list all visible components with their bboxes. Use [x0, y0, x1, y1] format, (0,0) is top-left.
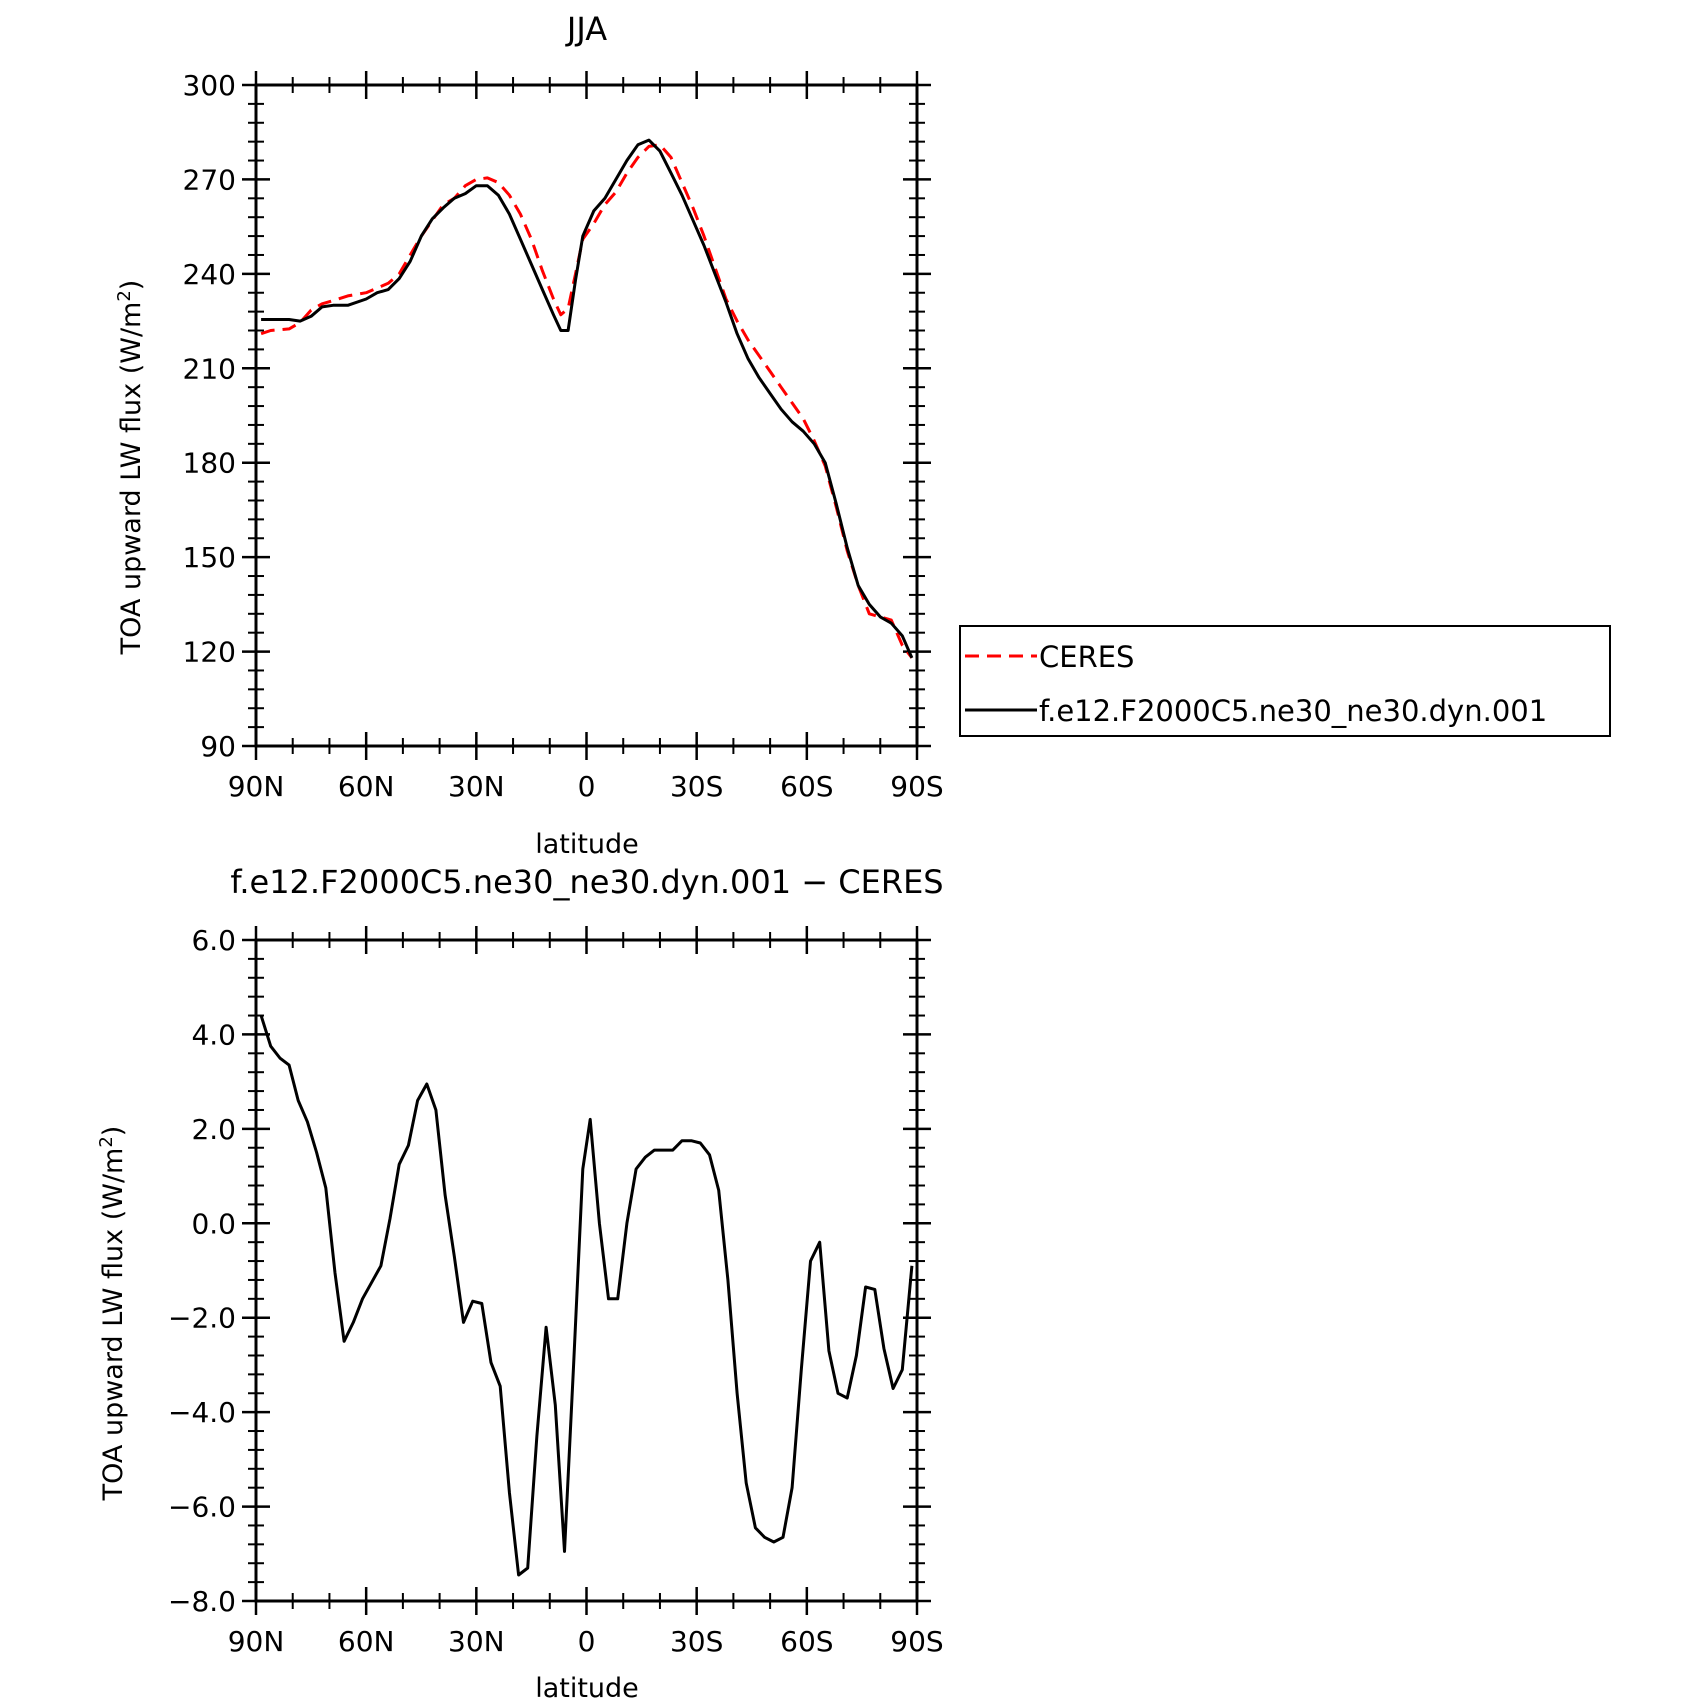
- top-y-tick-label: 150: [183, 541, 236, 574]
- bottom-x-tick-labels: 90N 60N 30N 0 30S 60S 90S: [228, 1625, 944, 1658]
- top-y-tick-label: 210: [183, 352, 236, 385]
- bottom-x-tick-label: 30S: [670, 1625, 723, 1658]
- bottom-panel: f.e12.F2000C5.ne30_ne30.dyn.001 − CERES …: [96, 863, 944, 1703]
- top-plot-frame: [254, 83, 919, 748]
- top-y-tick-label: 120: [183, 636, 236, 669]
- bottom-y-tick-label: −8.0: [168, 1585, 236, 1618]
- bottom-y-tick-label: 0.0: [191, 1207, 236, 1240]
- bottom-y-axis-title: TOA upward LW flux (W/m2): [96, 1126, 129, 1502]
- legend-ceres-label: CERES: [1039, 640, 1134, 674]
- top-x-tick-label: 0: [578, 770, 596, 803]
- top-y-tick-label: 240: [183, 258, 236, 291]
- bottom-y-tick-label: −6.0: [168, 1491, 236, 1524]
- top-y-tick-label: 270: [183, 163, 236, 196]
- bottom-y-axis-title-close: ): [98, 1126, 129, 1137]
- top-y-axis-title-close: ): [116, 280, 147, 291]
- bottom-y-tick-label: 6.0: [191, 924, 236, 957]
- top-plot-lines: [260, 138, 914, 659]
- top-x-tick-label: 30S: [670, 770, 723, 803]
- bottom-x-tick-label: 0: [578, 1625, 596, 1658]
- legend-model-label: f.e12.F2000C5.ne30_ne30.dyn.001: [1039, 694, 1547, 728]
- top-y-tick-label: 300: [183, 69, 236, 102]
- bottom-series-line-difference: [259, 1015, 914, 1577]
- legend: CERES f.e12.F2000C5.ne30_ne30.dyn.001: [959, 625, 1611, 737]
- top-x-tick-labels: 90N 60N 30N 0 30S 60S 90S: [228, 770, 944, 803]
- bottom-plot-frame: [254, 938, 919, 1603]
- top-plot-title: JJA: [565, 10, 607, 48]
- top-series-line-ceres: [260, 143, 914, 659]
- top-x-tick-label: 60S: [780, 770, 833, 803]
- top-x-axis-title: latitude: [535, 829, 639, 860]
- top-y-tick-label: 90: [200, 730, 236, 763]
- bottom-x-tick-label: 90N: [228, 1625, 285, 1658]
- bottom-x-tick-label: 60S: [780, 1625, 833, 1658]
- bottom-y-tick-labels: −8.0 −6.0 −4.0 −2.0 0.0 2.0 4.0 6.0: [168, 924, 236, 1618]
- bottom-y-axis-title-superscript: 2: [96, 1136, 117, 1147]
- bottom-x-tick-label: 30N: [448, 1625, 505, 1658]
- bottom-y-axis-title-text: TOA upward LW flux (W/m: [98, 1148, 129, 1502]
- top-panel: JJA latitude TOA upward LW flux (W/m2) 9…: [114, 10, 944, 860]
- top-x-tick-label: 60N: [338, 770, 395, 803]
- top-series-line-model: [261, 138, 914, 659]
- bottom-x-tick-label: 60N: [338, 1625, 395, 1658]
- top-y-axis-title-superscript: 2: [114, 290, 135, 301]
- top-y-axis-title-text: TOA upward LW flux (W/m: [116, 302, 147, 656]
- bottom-x-axis-title: latitude: [535, 1673, 639, 1703]
- top-x-tick-label: 90S: [890, 770, 943, 803]
- top-x-tick-label: 90N: [228, 770, 285, 803]
- legend-box: [959, 625, 1611, 737]
- bottom-y-tick-label: 2.0: [191, 1113, 236, 1146]
- bottom-plot-lines: [259, 1015, 914, 1577]
- top-x-tick-label: 30N: [448, 770, 505, 803]
- bottom-y-tick-label: −4.0: [168, 1396, 236, 1429]
- bottom-y-tick-label: 4.0: [191, 1018, 236, 1051]
- top-y-tick-label: 180: [183, 447, 236, 480]
- bottom-y-tick-label: −2.0: [168, 1302, 236, 1335]
- bottom-plot-title: f.e12.F2000C5.ne30_ne30.dyn.001 − CERES: [230, 863, 943, 901]
- bottom-x-tick-label: 90S: [890, 1625, 943, 1658]
- top-y-axis-title: TOA upward LW flux (W/m2): [114, 280, 147, 656]
- top-y-tick-labels: 90 120 150 180 210 240 270 300: [183, 69, 236, 763]
